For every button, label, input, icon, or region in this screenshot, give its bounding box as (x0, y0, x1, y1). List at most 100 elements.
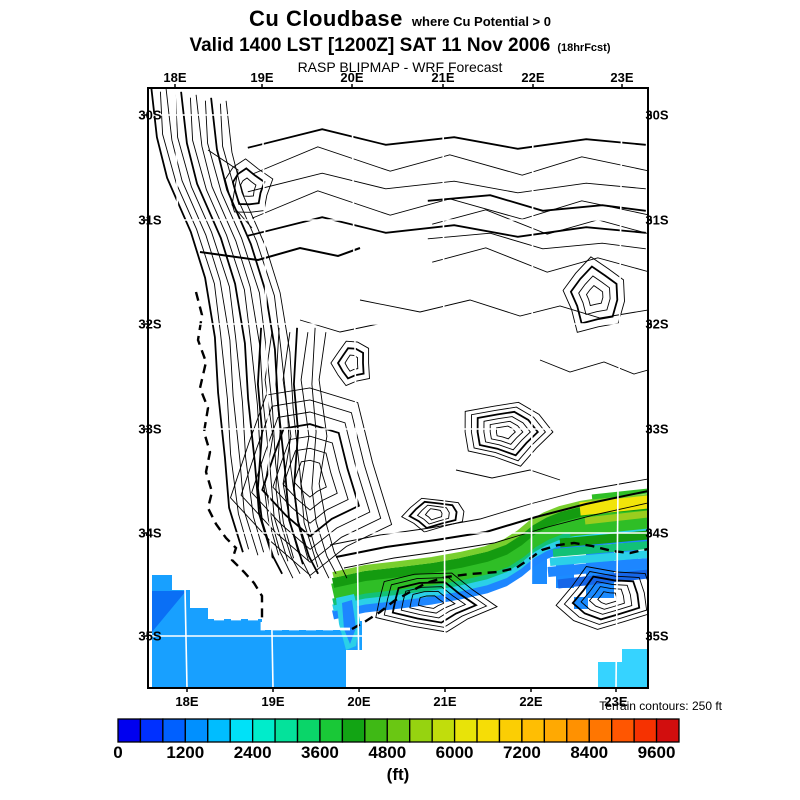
contour-line (330, 340, 370, 387)
page-title: Cu Cloudbase (249, 6, 403, 31)
colorbar-cell (633, 718, 658, 743)
lon-label-top-19E: 19E (250, 70, 273, 85)
contour-line (563, 571, 647, 625)
contour-line (383, 577, 488, 628)
lat-label-left-32S: 32S (138, 317, 161, 332)
colorbar-cell (611, 718, 635, 743)
lat-label-right-35S: 35S (645, 629, 668, 644)
contour-line (199, 246, 361, 262)
lon-label-top-18E: 18E (163, 70, 186, 85)
contour-line (455, 469, 561, 481)
colorbar-cell (476, 718, 501, 743)
contour-line (282, 447, 338, 511)
contour-line (252, 146, 647, 176)
contour-line (210, 97, 304, 565)
colorbar-cell (184, 718, 209, 743)
contour-line (240, 399, 382, 563)
fill-region-south-coast-east-stripes-7 (547, 558, 647, 577)
contour-line (229, 387, 393, 576)
colorbar-tick-6000: 6000 (436, 743, 474, 762)
contour-line (204, 100, 295, 559)
lon-label-top-21E: 21E (431, 70, 454, 85)
colorbar-cell (655, 718, 680, 743)
contour-line (318, 332, 348, 579)
lon-label-bottom-18E: 18E (175, 694, 198, 709)
contour-line (400, 497, 465, 533)
fill-region-agulhas-tongue-blue (342, 600, 356, 644)
contour-line (495, 425, 516, 440)
contour-line (585, 285, 604, 307)
colorbar-cell (251, 718, 276, 743)
contour-line (432, 247, 647, 273)
fill-region-south-coast-east-stripes-2 (584, 510, 647, 525)
colorbar-cell (341, 718, 366, 743)
meridian-21E (442, 89, 446, 687)
fill-region-south-coast-east-stripes-1 (579, 495, 647, 516)
colorbar-cell (409, 718, 433, 743)
contour-line (597, 591, 618, 605)
colorbar-cell (139, 718, 164, 743)
contour-line (240, 177, 257, 197)
figure-header: Cu Cloudbase where Cu Potential > 0 Vali… (0, 6, 800, 75)
colorbar-unit-label: (ft) (387, 765, 410, 784)
colorbar-tick-0: 0 (113, 743, 122, 762)
contour-line (256, 327, 283, 575)
colorbar-tick-2400: 2400 (234, 743, 272, 762)
colorbar-cell (566, 718, 590, 743)
colorbar-cell (207, 718, 231, 743)
colorbar-cell (453, 718, 478, 743)
lon-label-bottom-19E: 19E (261, 694, 284, 709)
colorbar-tick-4800: 4800 (368, 743, 406, 762)
model-label: RASP BLIPMAP - WRF Forecast (297, 59, 503, 75)
colorbar-cell (386, 718, 411, 743)
fill-region-south-coast-band-layer4 (331, 500, 647, 588)
contour-line (329, 478, 647, 546)
contour-line (195, 94, 289, 562)
contour-line (247, 216, 646, 238)
colorbar-cell (364, 718, 388, 743)
colorbar-tick-8400: 8400 (570, 743, 608, 762)
lat-label-left-30S: 30S (138, 108, 161, 123)
contour-line (562, 256, 625, 333)
contour-line (335, 490, 647, 558)
contour-line (571, 575, 641, 621)
lat-label-right-31S: 31S (645, 213, 668, 228)
colorbar: 0 1200 2400 3600 4800 6000 7200 8400 9600 (113, 718, 680, 762)
axis-ticks (144, 84, 652, 692)
meridian-19E (261, 89, 274, 687)
contour-line (470, 406, 547, 462)
colorbar-cell (319, 718, 344, 743)
forecast-lead-label: (18hrFcst) (557, 42, 611, 54)
contour-line (489, 420, 524, 445)
coastline-east (351, 541, 647, 631)
contour-line (189, 97, 280, 556)
map-border (147, 87, 649, 689)
colorbar-cell (274, 718, 299, 743)
meridian-23E (615, 89, 623, 687)
contour-line (359, 299, 647, 319)
colorbar-tick-3600: 3600 (301, 743, 339, 762)
contour-line (261, 423, 360, 538)
contour-line (252, 190, 647, 220)
contour-line (311, 327, 337, 575)
lon-label-bottom-20E: 20E (347, 694, 370, 709)
colorbar-cell (521, 718, 546, 743)
fill-region-offshore-southeast-corner (598, 649, 647, 687)
colorbar-cell (498, 718, 523, 743)
contour-line (292, 327, 319, 575)
contour-line (539, 359, 647, 375)
contour-line (483, 416, 531, 451)
fill-region-offshore-southwest-low (152, 591, 186, 632)
lat-label-left-33S: 33S (138, 422, 161, 437)
contour-line (293, 459, 327, 498)
cloudbase-fill-regions (152, 488, 647, 687)
fill-region-south-coast-east-stripes-6 (549, 550, 647, 566)
contour-line (150, 89, 244, 553)
colorbar-tick-1200: 1200 (166, 743, 204, 762)
contour-line (231, 167, 266, 206)
lat-label-right-34S: 34S (645, 526, 668, 541)
colorbar-cell (162, 718, 186, 743)
contour-line (251, 411, 371, 550)
